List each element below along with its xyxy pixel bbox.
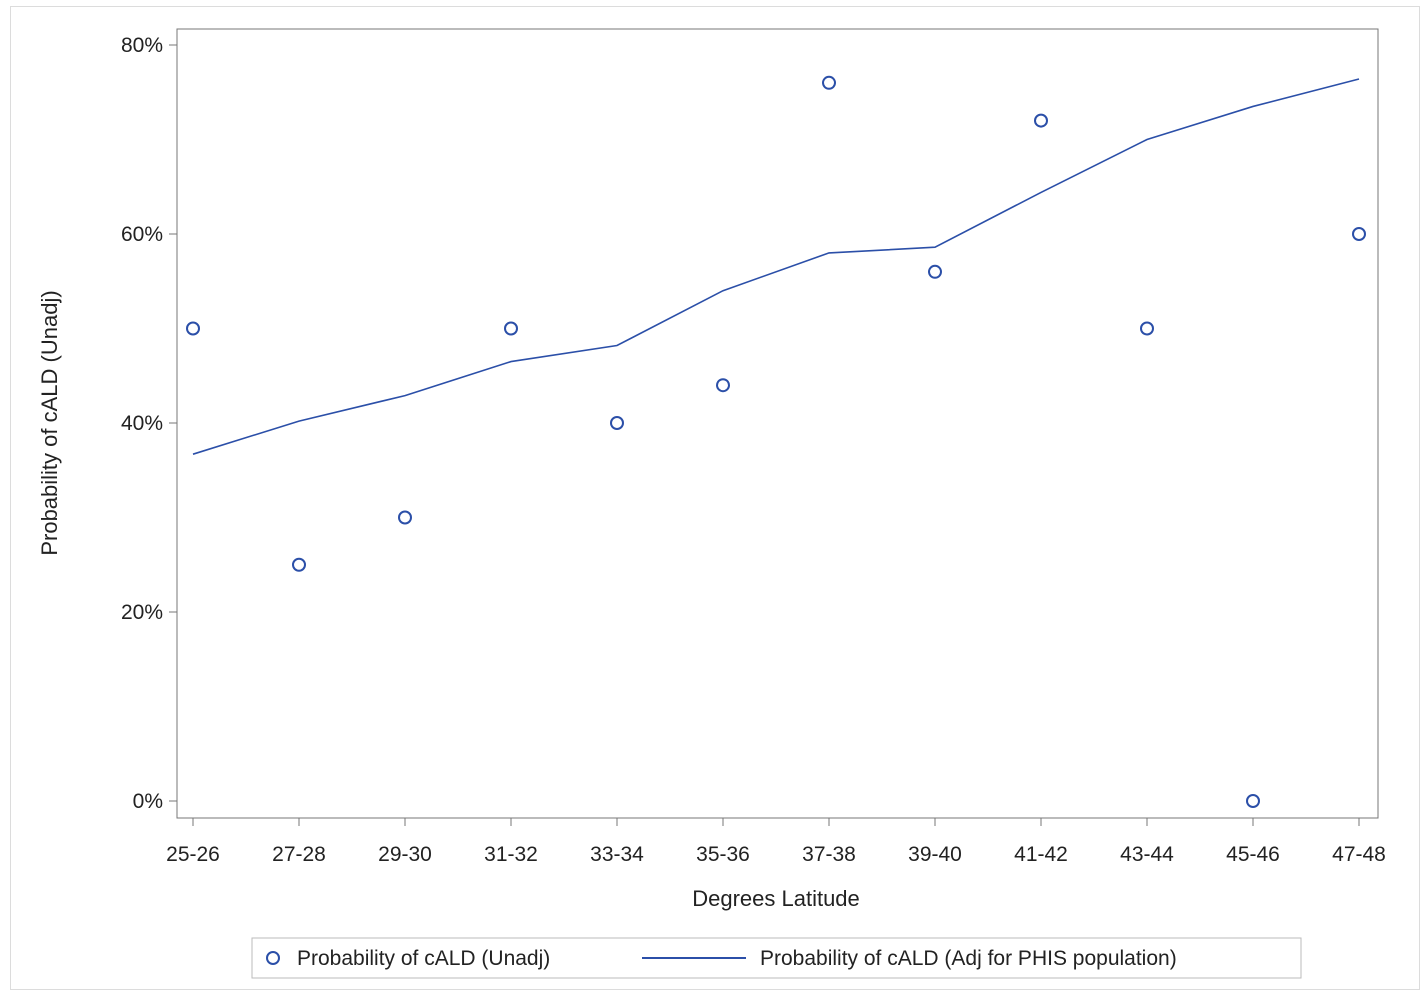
unadj-probability-point [716,378,730,393]
x-tick-label: 25-26 [166,843,220,866]
unadj-probability-point [1140,321,1154,336]
unadj-probability-point [186,321,200,336]
plot-area [176,28,1379,819]
x-tick-label: 37-38 [802,843,856,866]
y-axis: 0% 20% 40% 60% 80% [121,34,177,813]
unadj-probability-point [822,75,836,90]
y-tick-label: 0% [133,790,163,813]
x-tick-label: 41-42 [1014,843,1068,866]
x-axis: 25-26 27-28 29-30 31-32 33-34 35-36 37-38 39-40… [166,818,1386,866]
unadj-probability-point [292,557,306,572]
chart-frame [10,6,1420,990]
y-tick-label: 20% [121,601,163,624]
unadj-probability-point [504,321,518,336]
x-tick-label: 45-46 [1226,843,1280,866]
unadj-probability-point [928,264,942,279]
x-tick-label: 35-36 [696,843,750,866]
y-tick-label: 80% [121,34,163,57]
unadj-probability-point [1352,227,1366,241]
legend: Probability of cALD (Unadj) Probability … [251,937,1302,979]
x-tick-label: 39-40 [908,843,962,866]
series-layer [186,75,1366,808]
x-tick-label: 47-48 [1332,843,1386,866]
adjusted-probability-line [192,78,1360,455]
unadj-probability-point [610,416,624,430]
x-tick-label: 29-30 [378,843,432,866]
unadj-probability-point [1034,113,1048,128]
x-tick-label: 43-44 [1120,843,1174,866]
x-tick-label: 27-28 [272,843,326,866]
y-axis-title: Probability of cALD (Unadj) [37,290,62,555]
y-tick-label: 60% [121,223,163,246]
x-axis-title: Degrees Latitude [692,886,860,911]
legend-label-unadj: Probability of cALD (Unadj) [297,947,550,970]
x-tick-label: 33-34 [590,843,644,866]
legend-label-adj: Probability of cALD (Adj for PHIS popula… [760,947,1177,970]
unadj-probability-point [1246,794,1260,808]
x-tick-label: 31-32 [484,843,538,866]
legend-marker-unadj [266,951,280,965]
y-tick-label: 40% [121,412,163,435]
legend-box [251,937,1302,979]
unadj-probability-point [398,510,412,525]
